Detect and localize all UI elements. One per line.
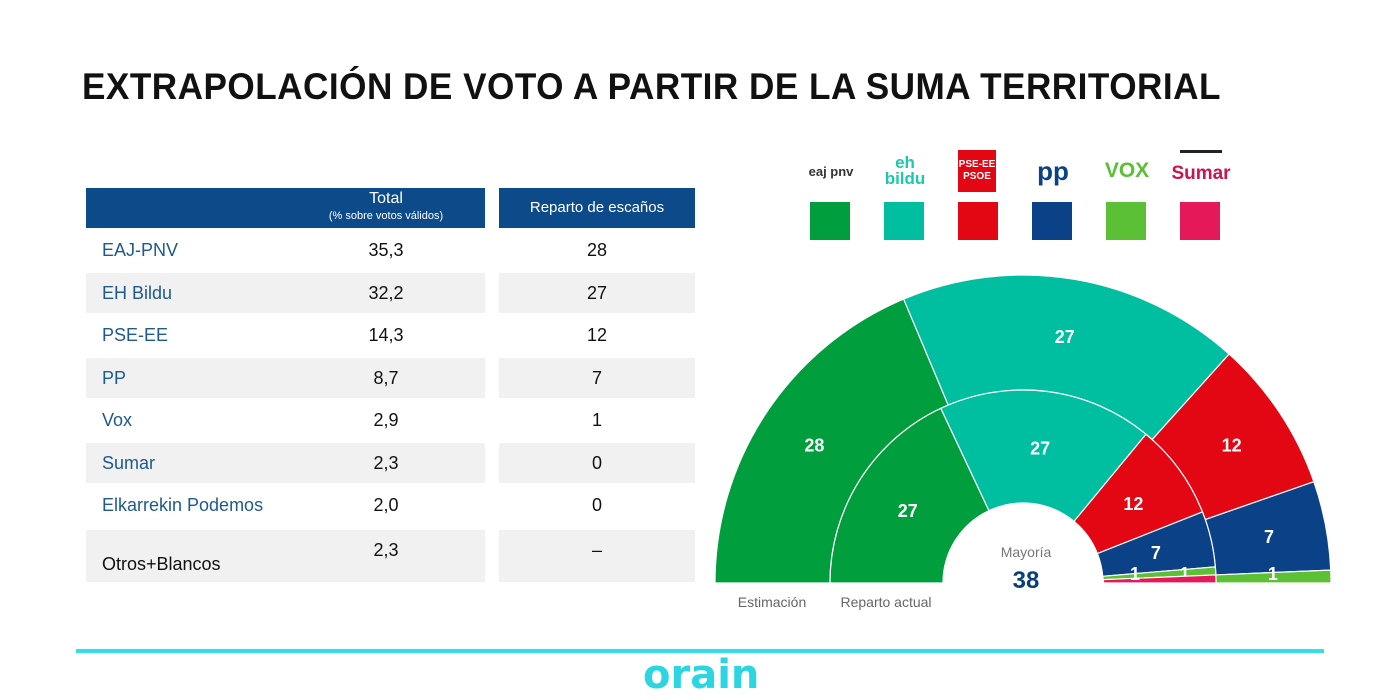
seat-count: 0 [591, 495, 602, 515]
seat-count: 7 [591, 367, 602, 388]
vote-percent: 14,3 [368, 325, 404, 345]
table-row-seats: 12 [499, 315, 695, 355]
legend-item: VOX [1104, 150, 1150, 240]
party-name: EH Bildu [102, 282, 173, 303]
party-name: Elkarrekin Podemos [102, 495, 264, 515]
header-total: Total (% sobre votos válidos) [86, 188, 485, 228]
table-row: PSE-EE 14,3 [86, 315, 485, 355]
seat-count: 27 [586, 282, 608, 303]
seat-segment-eaj-pnv [829, 407, 990, 584]
legend-item: PSE-EE PSOE [958, 150, 1000, 240]
seat-count: 28 [586, 240, 608, 260]
seat-count: 12 [586, 325, 608, 345]
party-name: Vox [102, 410, 133, 430]
ring-label: Estimación [738, 594, 806, 610]
brand-logo: orain [643, 652, 760, 698]
vote-percent: 2,3 [373, 539, 399, 560]
table-row-seats: – [499, 529, 695, 582]
seat-label: 27 [1030, 439, 1050, 459]
table-row-seats: 1 [499, 400, 695, 440]
seat-count: – [591, 539, 602, 560]
table-row: EAJ-PNV 35,3 [86, 230, 485, 270]
party-logo: eaj pnv [808, 163, 854, 179]
seat-label: 1 [1130, 564, 1140, 584]
table-row: Vox 2,9 [86, 400, 485, 440]
vote-percent: 2,0 [373, 495, 399, 515]
vote-percent: 8,7 [373, 367, 399, 388]
legend-item: eh bildu [884, 150, 926, 240]
seat-label: 27 [898, 501, 918, 521]
legend-swatch [810, 202, 850, 240]
party-name: EAJ-PNV [102, 240, 179, 260]
party-name: Sumar [102, 452, 156, 473]
seat-label: 7 [1264, 527, 1274, 547]
legend-swatch [1180, 202, 1220, 240]
legend-swatch [958, 202, 998, 240]
table-row: PP 8,7 [86, 357, 485, 398]
legend-swatch [884, 202, 924, 240]
seat-label: 1 [1268, 564, 1278, 584]
legend-item: pp [1032, 150, 1074, 240]
party-logo: pp [1037, 155, 1069, 186]
seat-segment-eh-bildu [940, 389, 1147, 523]
party-name: PP [102, 367, 127, 388]
seat-label: 1 [1180, 564, 1190, 584]
party-logo: eh bildu [884, 153, 926, 188]
table-row: Elkarrekin Podemos 2,0 [86, 485, 485, 525]
majority-circle [945, 513, 1105, 673]
vote-percent: 35,3 [368, 240, 404, 260]
table-row: Otros+Blancos 2,3 [86, 529, 485, 582]
seat-count: 0 [591, 452, 602, 473]
majority-label: Mayoría [1001, 544, 1052, 560]
party-logo: VOX [1104, 159, 1150, 182]
legend-swatch [1106, 202, 1146, 240]
page-title: EXTRAPOLACIÓN DE VOTO A PARTIR DE LA SUM… [82, 66, 1221, 107]
seat-label: 27 [1055, 327, 1075, 347]
table-row-seats: 27 [499, 272, 695, 313]
header-total-label: Total [369, 190, 403, 207]
seat-label: 12 [1222, 435, 1242, 455]
table-row-seats: 0 [499, 485, 695, 525]
table-row-seats: 7 [499, 357, 695, 398]
table-row-seats: 28 [499, 230, 695, 270]
party-logo: PSE-EE PSOE [958, 150, 996, 192]
table-row: Sumar 2,3 [86, 442, 485, 483]
table-row: EH Bildu 32,2 [86, 272, 485, 313]
seat-label: 7 [1151, 543, 1161, 563]
seat-label: 12 [1123, 494, 1143, 514]
ring-label: Reparto actual [840, 594, 931, 610]
header-total-sub: (% sobre votos válidos) [328, 210, 444, 222]
footer-divider [76, 649, 1324, 653]
party-logo: Sumar [1171, 150, 1231, 195]
vote-percent: 2,9 [373, 410, 399, 430]
table-row-seats: 0 [499, 442, 695, 483]
vote-percent: 32,2 [368, 282, 404, 303]
party-name: PSE-EE [102, 325, 169, 345]
header-seats: Reparto de escaños [499, 188, 695, 228]
legend-swatch [1032, 202, 1072, 240]
majority-value: 38 [1013, 567, 1040, 594]
legend-item: Sumar [1171, 150, 1231, 240]
seat-label: 28 [804, 435, 824, 455]
seat-count: 1 [591, 410, 602, 430]
legend-item: eaj pnv [808, 150, 854, 240]
vote-percent: 2,3 [373, 452, 399, 473]
party-name: Otros+Blancos [102, 553, 221, 574]
